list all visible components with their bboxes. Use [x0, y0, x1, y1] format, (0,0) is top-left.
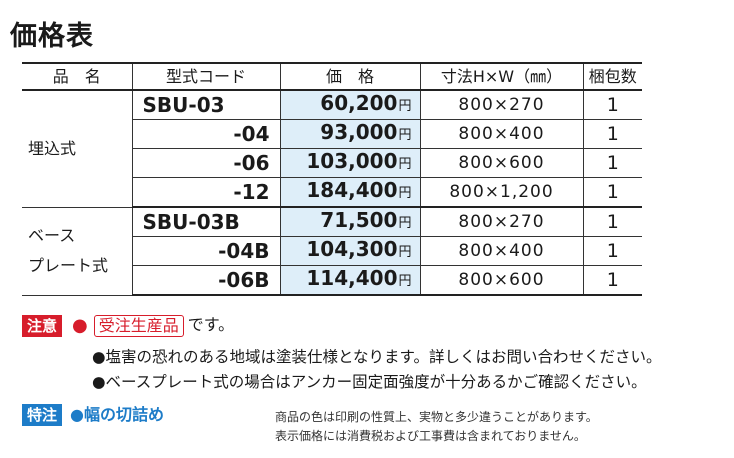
- header-product-name: 品 名: [22, 62, 133, 91]
- package-qty-cell: 1: [583, 236, 642, 266]
- group-base-plate: ベース プレート式 SBU-03B 71,500円 800×270 1 -04B …: [22, 207, 642, 296]
- price-cell: 60,200円: [280, 90, 421, 120]
- dimensions-cell: 800×270: [420, 207, 584, 237]
- table-row: ベース プレート式 SBU-03B 71,500円 800×270 1: [22, 207, 642, 296]
- price-cell: 103,000円: [280, 148, 421, 178]
- model-code: -12: [132, 177, 281, 208]
- page-title: 価格表: [10, 21, 94, 52]
- yen-unit: 円: [398, 99, 412, 114]
- table-header-row: 品 名 型式コード 価 格 寸法H×W（㎜） 梱包数: [22, 62, 642, 91]
- yen-unit: 円: [398, 245, 412, 260]
- price-value: 93,000: [320, 120, 398, 144]
- price-value: 60,200: [320, 91, 398, 115]
- red-bullet-icon: ●: [72, 314, 88, 336]
- yen-unit: 円: [398, 157, 412, 172]
- special-order-badge: 特注: [22, 403, 63, 426]
- package-qty-cell: 1: [583, 207, 642, 237]
- product-name-line2: プレート式: [28, 256, 109, 275]
- fine-print-color: 商品の色は印刷の性質上、実物と多少違うことがあります。: [275, 410, 598, 424]
- caution-row: 注意 ● 受注生産品 です。: [22, 314, 234, 337]
- price-cell: 93,000円: [280, 119, 421, 149]
- table-row: -06B 114,400円 800×600 1: [22, 265, 642, 296]
- yen-unit: 円: [398, 216, 412, 231]
- price-table: 品 名 型式コード 価 格 寸法H×W（㎜） 梱包数 埋込式 SBU-03 60…: [22, 62, 642, 296]
- dimensions-cell: 800×600: [420, 148, 584, 178]
- table-row: -06 103,000円 800×600 1: [22, 148, 642, 178]
- price-cell: 71,500円: [280, 207, 421, 237]
- product-name-embedded: 埋込式: [22, 90, 133, 208]
- price-cell: 104,300円: [280, 236, 421, 266]
- note-base-plate: ●ベースプレート式の場合はアンカー固定面強度が十分あるかご確認ください。: [92, 373, 647, 391]
- dimensions-cell: 800×270: [420, 90, 584, 120]
- model-code: -06B: [132, 265, 281, 296]
- price-value: 104,300: [306, 237, 398, 261]
- model-code: SBU-03B: [132, 207, 281, 237]
- yen-unit: 円: [398, 128, 412, 143]
- dimensions-cell: 800×600: [420, 265, 584, 296]
- header-dimensions: 寸法H×W（㎜）: [420, 62, 584, 91]
- header-package-qty: 梱包数: [583, 62, 642, 91]
- header-model-code: 型式コード: [132, 62, 281, 91]
- model-code: -06: [132, 148, 281, 178]
- model-code: -04B: [132, 236, 281, 266]
- model-code: SBU-03: [132, 90, 281, 120]
- special-order-item: ●幅の切詰め: [70, 404, 164, 424]
- yen-unit: 円: [398, 186, 412, 201]
- package-qty-cell: 1: [583, 90, 642, 120]
- package-qty-cell: 1: [583, 177, 642, 208]
- price-value: 71,500: [320, 208, 398, 232]
- price-cell: 114,400円: [280, 265, 421, 296]
- special-order-row: 特注 ●幅の切詰め: [22, 403, 164, 426]
- dimensions-cell: 800×400: [420, 236, 584, 266]
- dimensions-cell: 800×1,200: [420, 177, 584, 208]
- made-to-order-suffix: です。: [187, 315, 235, 334]
- yen-unit: 円: [398, 274, 412, 289]
- table-row: -04B 104,300円 800×400 1: [22, 236, 642, 266]
- price-value: 103,000: [306, 149, 398, 173]
- price-value: 184,400: [306, 178, 398, 202]
- table-row: -12 184,400円 800×1,200 1: [22, 177, 642, 208]
- product-name-base-plate: ベース プレート式: [22, 207, 133, 296]
- price-value: 114,400: [306, 266, 398, 290]
- product-name-line1: ベース: [28, 226, 76, 245]
- made-to-order-label: 受注生産品: [93, 314, 184, 337]
- group-embedded: 埋込式 SBU-03 60,200円 800×270 1 -04 93,000円…: [22, 90, 642, 208]
- package-qty-cell: 1: [583, 119, 642, 149]
- price-cell: 184,400円: [280, 177, 421, 208]
- package-qty-cell: 1: [583, 265, 642, 296]
- fine-print-tax: 表示価格には消費税および工事費は含まれておりません。: [275, 429, 586, 443]
- model-code: -04: [132, 119, 281, 149]
- note-salt-damage: ●塩害の恐れのある地域は塗装仕様となります。詳しくはお問い合わせください。: [92, 348, 662, 366]
- table-row: 埋込式 SBU-03 60,200円 800×270 1: [22, 90, 642, 208]
- package-qty-cell: 1: [583, 148, 642, 178]
- table-row: -04 93,000円 800×400 1: [22, 119, 642, 149]
- dimensions-cell: 800×400: [420, 119, 584, 149]
- header-price: 価 格: [280, 62, 421, 91]
- caution-badge: 注意: [22, 314, 63, 337]
